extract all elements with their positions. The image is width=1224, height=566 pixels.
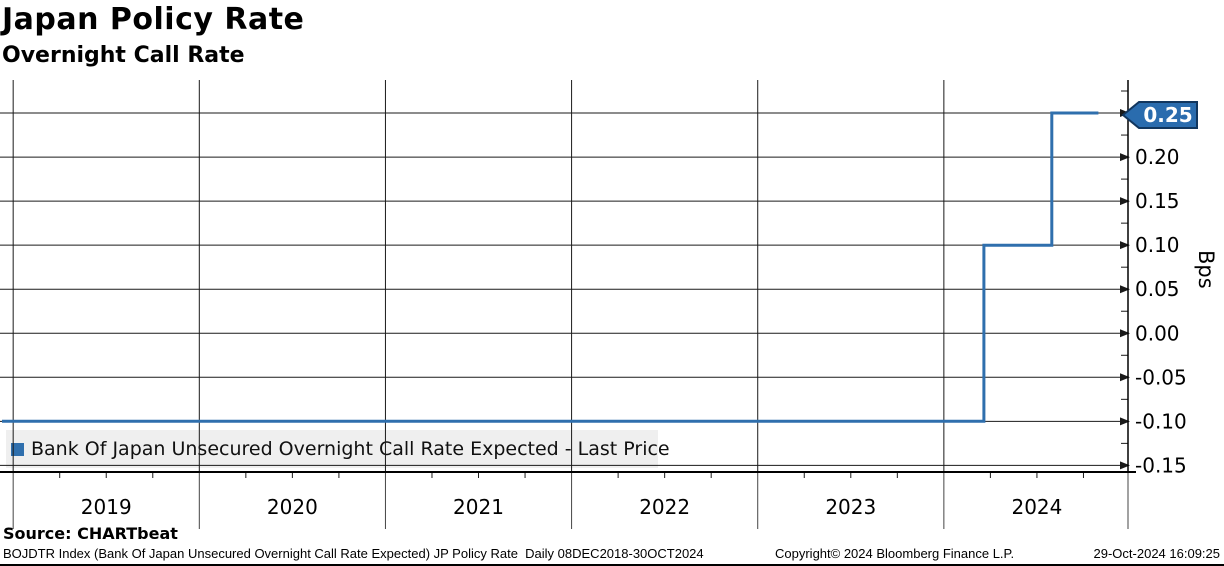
last-price-tag xyxy=(1121,101,1198,130)
x-year-label: 2019 xyxy=(81,495,132,519)
rate-line xyxy=(2,111,1099,423)
footer-copyright: Copyright© 2024 Bloomberg Finance L.P. xyxy=(775,546,1015,561)
y-tick-label: -0.15 xyxy=(1135,453,1187,477)
x-year-label: 2021 xyxy=(453,495,504,519)
y-axis-title: Bps xyxy=(1194,250,1218,289)
footer-timestamp: 29-Oct-2024 16:09:25 xyxy=(1093,546,1220,561)
x-year-label: 2023 xyxy=(825,495,876,519)
y-major-tick-arrow xyxy=(1120,373,1130,382)
last-price-value: 0.25 xyxy=(1143,103,1192,127)
y-tick-label: -0.10 xyxy=(1135,409,1187,433)
y-tick-label: 0.10 xyxy=(1135,233,1180,257)
bottom-border xyxy=(0,564,1224,566)
y-tick-label: 0.20 xyxy=(1135,145,1180,169)
legend-series-marker xyxy=(11,442,24,456)
y-tick-label: 0.05 xyxy=(1135,277,1180,301)
y-tick-label: 0.15 xyxy=(1135,189,1180,213)
y-tick-label: 0.00 xyxy=(1135,321,1180,345)
y-major-tick-arrow xyxy=(1120,329,1130,338)
y-major-tick-arrow xyxy=(1120,417,1130,426)
x-year-label: 2020 xyxy=(267,495,318,519)
legend: Bank Of Japan Unsecured Overnight Call R… xyxy=(6,430,670,468)
page-title: Japan Policy Rate xyxy=(2,2,305,37)
y-major-tick-arrow xyxy=(1120,153,1130,162)
x-year-label: 2024 xyxy=(1011,495,1062,519)
x-year-label: 2022 xyxy=(639,495,690,519)
page-subtitle: Overnight Call Rate xyxy=(2,43,245,68)
y-major-tick-arrow xyxy=(1120,285,1130,294)
footer-description: BOJDTR Index (Bank Of Japan Unsecured Ov… xyxy=(3,546,704,561)
legend-series-label: Bank Of Japan Unsecured Overnight Call R… xyxy=(31,438,670,460)
y-tick-label: -0.05 xyxy=(1135,365,1187,389)
y-major-tick-arrow xyxy=(1120,241,1130,250)
source-label: Source: CHARTbeat xyxy=(3,524,178,543)
